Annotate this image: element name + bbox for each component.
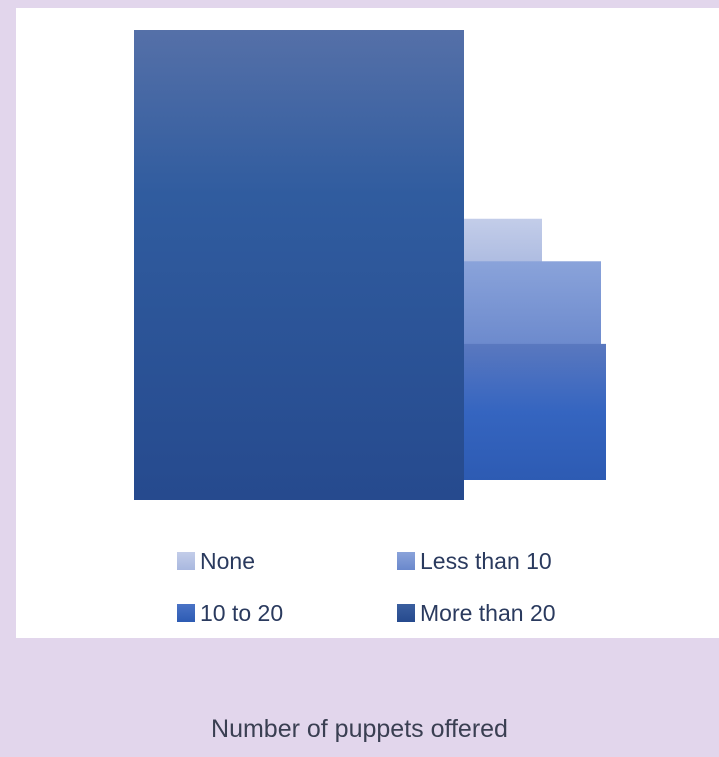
legend-label: Less than 10 [420,547,552,574]
legend-item-less-than-10: Less than 10 [397,546,637,576]
legend-item-10-to-20: 10 to 20 [177,598,397,628]
legend-swatch-less-than-10 [397,552,415,570]
legend-swatch-10-to-20 [177,604,195,622]
chart-caption: Number of puppets offered [211,715,508,743]
series-mark-more-than-20 [134,30,464,500]
chart-plot [134,30,606,500]
legend-item-more-than-20: More than 20 [397,598,637,628]
series-mark-10-to-20 [464,343,606,480]
chart-frame: None Less than 10 10 to 20 More than 20 [16,8,719,638]
legend-swatch-none [177,552,195,570]
series-mark-less-than-10 [464,261,601,352]
legend-item-none: None [177,546,397,576]
legend-label: None [200,547,255,574]
legend-swatch-more-than-20 [397,604,415,622]
chart-legend: None Less than 10 10 to 20 More than 20 [177,546,657,628]
legend-label: More than 20 [420,599,556,626]
legend-label: 10 to 20 [200,599,284,626]
